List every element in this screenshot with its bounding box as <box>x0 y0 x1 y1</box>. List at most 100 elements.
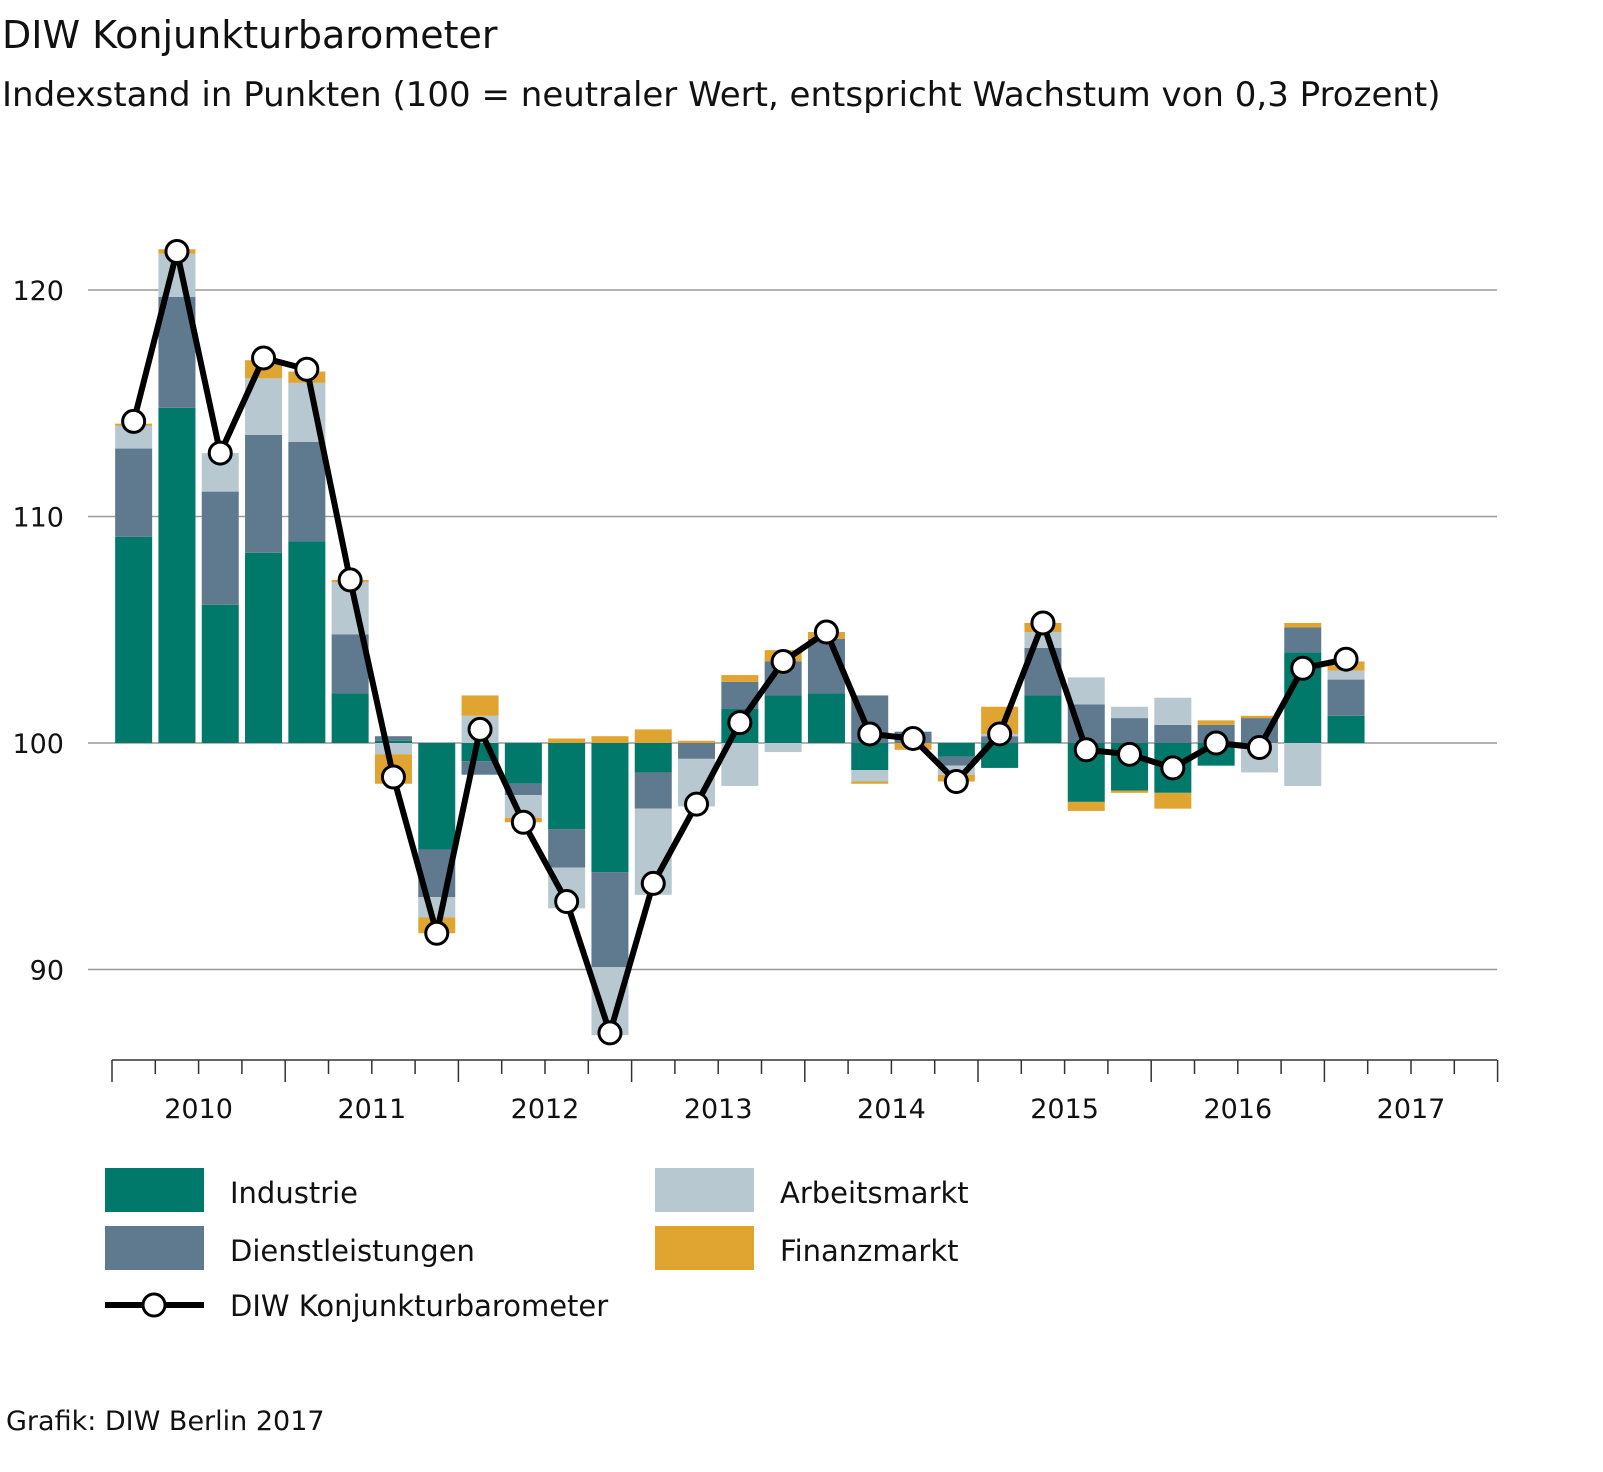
bar-industrie <box>548 743 586 830</box>
barometer-point <box>1073 737 1099 763</box>
barometer-point <box>770 648 796 674</box>
x-tick-label: 2010 <box>164 1094 233 1125</box>
bar-finanzmarkt <box>1154 792 1192 809</box>
bar-dienstleistungen <box>504 783 542 796</box>
bar-industrie <box>115 536 153 743</box>
bar-industrie <box>937 743 975 757</box>
bar-arbeitsmarkt <box>418 897 456 918</box>
barometer-point <box>164 238 190 264</box>
bar-industrie <box>634 743 672 773</box>
bar-dienstleistungen <box>288 441 326 542</box>
legend-label-barometer: DIW Konjunkturbarometer <box>230 1289 608 1323</box>
bar-industrie <box>504 743 542 784</box>
barometer-point <box>294 356 320 382</box>
barometer-point <box>121 408 147 434</box>
bar-industrie <box>288 541 326 743</box>
x-tick-label: 2015 <box>1030 1094 1099 1125</box>
bar-dienstleistungen <box>245 434 283 553</box>
bar-finanzmarkt <box>1067 801 1105 811</box>
bar-dienstleistungen <box>634 772 672 809</box>
bar-arbeitsmarkt <box>1327 670 1365 680</box>
bar-finanzmarkt <box>591 736 629 743</box>
bar-finanzmarkt <box>1111 790 1149 793</box>
source-note: Grafik: DIW Berlin 2017 <box>6 1406 325 1437</box>
chart-title: DIW Konjunkturbarometer <box>2 13 498 57</box>
y-tick-label: 120 <box>12 276 64 307</box>
bar-dienstleistungen <box>201 491 239 605</box>
bar-finanzmarkt <box>1240 715 1278 719</box>
bar-finanzmarkt <box>1197 720 1235 725</box>
bar-dienstleistungen <box>374 736 412 741</box>
bar-dienstleistungen <box>1154 724 1192 743</box>
bar-arbeitsmarkt <box>851 770 889 782</box>
bar-industrie <box>245 552 283 743</box>
barometer-point <box>424 920 450 946</box>
bar-industrie <box>418 743 456 850</box>
bar-finanzmarkt <box>721 675 759 682</box>
bar-industrie <box>807 693 845 743</box>
bar-industrie <box>764 695 802 743</box>
chart-subtitle: Indexstand in Punkten (100 = neutraler W… <box>2 75 1441 115</box>
x-tick-label: 2013 <box>684 1094 753 1125</box>
x-tick-label: 2014 <box>857 1094 926 1125</box>
legend-swatch-dienstleistungen <box>105 1226 204 1270</box>
legend-label-dienstleistungen: Dienstleistungen <box>230 1234 475 1268</box>
bar-dienstleistungen <box>1327 679 1365 716</box>
legend: Industrie Dienstleistungen Arbeitsmarkt … <box>105 1168 969 1323</box>
barometer-point <box>727 710 753 736</box>
barometer-point <box>684 791 710 817</box>
legend-label-industrie: Industrie <box>230 1176 358 1210</box>
barometer-point <box>987 721 1013 747</box>
bar-industrie <box>374 740 412 743</box>
y-tick-label: 90 <box>30 956 64 987</box>
barometer-point <box>467 716 493 742</box>
bar-arbeitsmarkt <box>115 425 153 449</box>
legend-label-finanzmarkt: Finanzmarkt <box>780 1234 959 1268</box>
barometer-point <box>1246 735 1272 761</box>
barometer-point <box>554 889 580 915</box>
bar-industrie <box>851 743 889 771</box>
barometer-point <box>207 440 233 466</box>
x-tick-label: 2012 <box>511 1094 580 1125</box>
barometer-point <box>1117 741 1143 767</box>
legend-swatch-industrie <box>105 1168 204 1212</box>
legend-marker-icon <box>141 1292 167 1318</box>
x-tick-label: 2016 <box>1203 1094 1272 1125</box>
bar-arbeitsmarkt <box>764 743 802 753</box>
y-tick-label: 100 <box>12 729 64 760</box>
barometer-point <box>510 809 536 835</box>
bar-arbeitsmarkt <box>1067 677 1105 705</box>
barometer-line <box>121 238 1359 1046</box>
barometer-point <box>1160 755 1186 781</box>
barometer-point <box>857 721 883 747</box>
bar-industrie <box>201 604 239 743</box>
barometer-point <box>597 1020 623 1046</box>
barometer-point <box>900 725 926 751</box>
y-axis: 90 100 110 120 <box>12 276 64 987</box>
x-axis: 2010 2011 2012 2013 2014 2015 2016 2017 <box>111 1059 1499 1125</box>
bar-industrie <box>1327 715 1365 743</box>
barometer-point <box>1203 730 1229 756</box>
x-tick-label: 2017 <box>1377 1094 1446 1125</box>
bar-industrie <box>1024 695 1062 743</box>
legend-swatch-arbeitsmarkt <box>655 1168 754 1212</box>
barometer-point <box>380 764 406 790</box>
barometer-point <box>640 870 666 896</box>
y-tick-label: 110 <box>12 503 64 534</box>
barometer-point <box>1290 655 1316 681</box>
bar-dienstleistungen <box>548 829 586 868</box>
bar-industrie <box>158 407 196 743</box>
bar-finanzmarkt <box>851 781 889 784</box>
bar-dienstleistungen <box>591 872 629 968</box>
bar-finanzmarkt <box>548 738 586 743</box>
x-tick-label: 2011 <box>337 1094 406 1125</box>
bar-finanzmarkt <box>634 729 672 743</box>
bar-arbeitsmarkt <box>1154 697 1192 725</box>
bar-industrie <box>591 743 629 873</box>
bar-finanzmarkt <box>1284 622 1322 628</box>
bar-finanzmarkt <box>678 740 716 743</box>
bar-dienstleistungen <box>678 743 716 759</box>
barometer-point <box>337 567 363 593</box>
bar-dienstleistungen <box>937 756 975 766</box>
